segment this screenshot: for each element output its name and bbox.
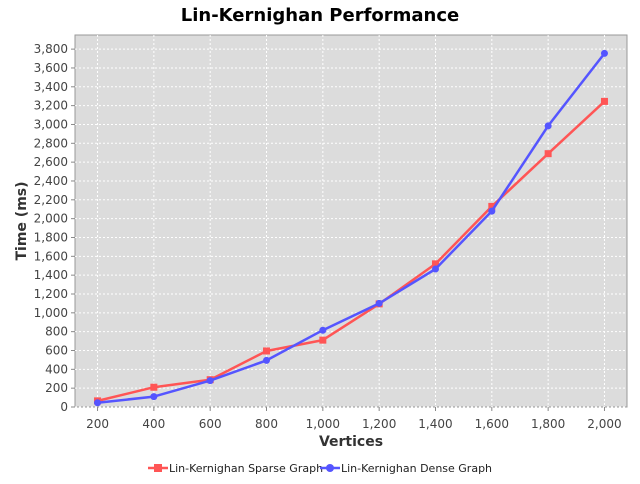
y-tick-label: 2,200 — [34, 193, 68, 207]
data-point-dense — [544, 122, 552, 130]
x-tick-label: 2,000 — [587, 417, 621, 431]
data-point-sparse — [263, 347, 271, 355]
y-tick-label: 1,400 — [34, 268, 68, 282]
data-point-dense — [150, 393, 158, 401]
data-point-dense — [600, 49, 608, 57]
y-tick-label: 1,800 — [34, 230, 68, 244]
data-point-dense — [319, 326, 327, 334]
legend-item-dense[interactable]: Lin-Kernighan Dense Graph — [320, 462, 492, 475]
legend: Lin-Kernighan Sparse Graph Lin-Kernighan… — [148, 462, 492, 475]
y-tick-label: 2,400 — [34, 174, 68, 188]
legend-label-sparse: Lin-Kernighan Sparse Graph — [169, 462, 323, 475]
y-axis-title: Time (ms) — [14, 181, 30, 260]
y-tick-label: 2,600 — [34, 155, 68, 169]
y-tick-label: 1,600 — [34, 249, 68, 263]
data-point-sparse — [150, 383, 158, 391]
data-point-sparse — [319, 336, 327, 344]
y-tick-label: 600 — [45, 343, 68, 357]
data-point-dense — [431, 265, 439, 273]
legend-marker-circle — [326, 464, 334, 472]
y-tick-label: 0 — [60, 400, 68, 414]
y-tick-label: 3,000 — [34, 117, 68, 131]
y-tick-label: 2,800 — [34, 136, 68, 150]
y-tick-label: 1,000 — [34, 306, 68, 320]
y-tick-label: 200 — [45, 381, 68, 395]
plot-area — [74, 34, 628, 408]
legend-label-dense: Lin-Kernighan Dense Graph — [341, 462, 492, 475]
data-point-dense — [375, 299, 383, 307]
chart-title: Lin-Kernighan Performance — [181, 5, 460, 26]
data-point-sparse — [600, 97, 608, 105]
y-tick-label: 400 — [45, 362, 68, 376]
x-tick-label: 1,200 — [362, 417, 396, 431]
data-point-sparse — [544, 150, 552, 158]
y-tick-label: 3,600 — [34, 61, 68, 75]
x-tick-label: 600 — [199, 417, 222, 431]
x-tick-label: 800 — [255, 417, 278, 431]
series-line-sparse — [97, 100, 606, 403]
legend-item-sparse[interactable]: Lin-Kernighan Sparse Graph — [148, 462, 323, 475]
data-point-dense — [206, 377, 214, 385]
data-point-dense — [488, 207, 496, 215]
y-tick-label: 3,200 — [34, 99, 68, 113]
y-tick-label: 2,000 — [34, 212, 68, 226]
data-point-sparse — [431, 260, 439, 268]
x-tick-label: 400 — [142, 417, 165, 431]
x-tick-label: 1,400 — [418, 417, 452, 431]
x-tick-label: 1,000 — [306, 417, 340, 431]
y-tick-label: 3,800 — [34, 42, 68, 56]
x-tick-label: 1,600 — [475, 417, 509, 431]
data-point-dense — [263, 356, 271, 364]
data-point-sparse — [488, 202, 496, 210]
legend-marker-square — [154, 464, 162, 472]
x-axis-title: Vertices — [319, 434, 383, 450]
x-tick-label: 200 — [86, 417, 109, 431]
x-tick-label: 1,800 — [531, 417, 565, 431]
series-layer — [94, 49, 608, 407]
data-point-dense — [94, 399, 102, 407]
series-line-dense — [97, 52, 606, 405]
y-tick-label: 1,200 — [34, 287, 68, 301]
y-tick-label: 800 — [45, 325, 68, 339]
grid-lines — [75, 35, 627, 408]
y-tick-label: 3,400 — [34, 80, 68, 94]
axes: 0 200 400 600 800 1,000 1,200 1,400 1,600 1,800 2,… — [34, 42, 622, 431]
